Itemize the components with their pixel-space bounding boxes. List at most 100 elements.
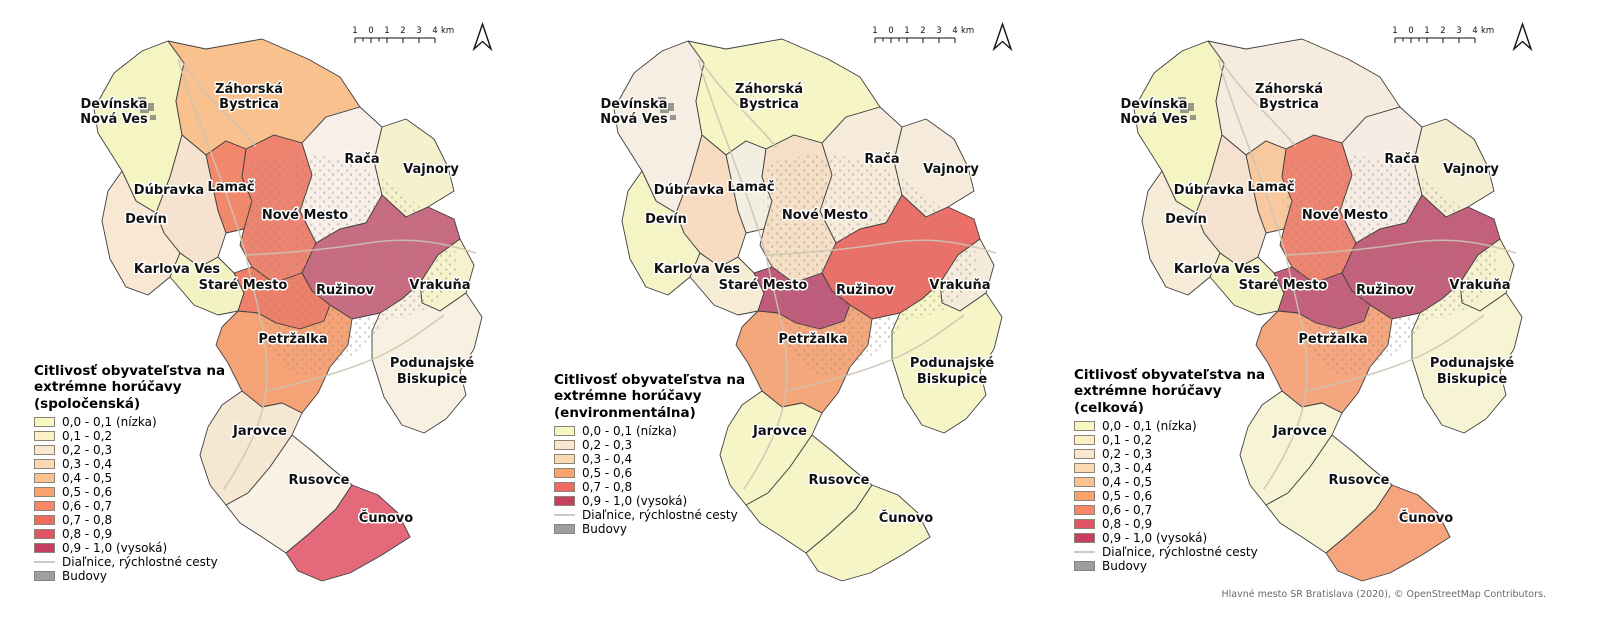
- svg-text:1: 1: [1424, 26, 1429, 36]
- legend-row: 0,0 - 0,1 (nízka): [34, 415, 258, 429]
- legend-swatch: [34, 473, 55, 484]
- district-label: Biskupice: [397, 372, 467, 387]
- legend-swatch: [34, 501, 55, 512]
- legend-entries: 0,0 - 0,1 (nízka) 0,2 - 0,3 0,3 - 0,4 0,…: [554, 424, 778, 508]
- district-label: Devínska: [601, 97, 668, 112]
- district-label: Dúbravka: [134, 183, 204, 198]
- legend-title: Citlivosť obyvateľstva na extrémne horúč…: [554, 372, 746, 421]
- legend-label: 0,3 - 0,4: [62, 457, 113, 472]
- legend-swatch: [34, 529, 55, 540]
- legend-swatch: [1074, 491, 1095, 502]
- legend-row: 0,3 - 0,4: [554, 452, 778, 466]
- legend-title: Citlivosť obyvateľstva na extrémne horúč…: [34, 363, 226, 412]
- legend-label: Budovy: [62, 569, 107, 584]
- legend-label: 0,3 - 0,4: [582, 452, 633, 467]
- district-label: Rusovce: [1329, 473, 1390, 488]
- legend-row: 0,3 - 0,4: [1074, 461, 1298, 475]
- district-label: Devínska: [1121, 97, 1188, 112]
- district-label: Lamač: [727, 180, 774, 195]
- svg-text:1: 1: [384, 26, 389, 36]
- legend-label: 0,4 - 0,5: [1102, 475, 1153, 490]
- legend-label: 0,2 - 0,3: [1102, 447, 1153, 462]
- svg-text:4: 4: [952, 26, 957, 36]
- legend-row: 0,1 - 0,2: [34, 429, 258, 443]
- scalebar: 1 0 1 2 3 4 km: [1392, 26, 1494, 44]
- legend-row: 0,7 - 0,8: [34, 513, 258, 527]
- map-panel-celkova: Devínska Nová Ves Záhorská Bystrica Rača…: [1070, 15, 1540, 610]
- legend-label: 0,1 - 0,2: [62, 429, 113, 444]
- district-label: Staré Mesto: [719, 278, 808, 293]
- legend-entries: 0,0 - 0,1 (nízka) 0,1 - 0,2 0,2 - 0,3 0,…: [1074, 419, 1298, 545]
- legend-label: Budovy: [1102, 559, 1147, 574]
- svg-text:4: 4: [432, 26, 437, 36]
- district-label: Jarovce: [232, 424, 287, 439]
- district-label: Vrakuňa: [929, 278, 990, 293]
- legend-swatch: [1074, 533, 1095, 544]
- legend-swatch: [34, 431, 55, 442]
- district-label: Rusovce: [809, 473, 870, 488]
- legend-row: 0,9 - 1,0 (vysoká): [1074, 531, 1298, 545]
- district-label: Záhorská: [215, 82, 283, 97]
- district-label: Jarovce: [752, 424, 807, 439]
- legend-row: 0,1 - 0,2: [1074, 433, 1298, 447]
- legend-label: Budovy: [582, 522, 627, 537]
- district-label: Podunajské: [910, 356, 995, 371]
- district-label: Podunajské: [390, 356, 475, 371]
- district-label: Vrakuňa: [409, 278, 470, 293]
- legend-row-roads: Diaľnice, rýchlostné cesty: [1074, 545, 1298, 559]
- district-label: Bystrica: [1259, 97, 1319, 112]
- legend-label: 0,8 - 0,9: [1102, 517, 1153, 532]
- legend-row: 0,6 - 0,7: [1074, 503, 1298, 517]
- map-panel-environmentalna: Devínska Nová Ves Záhorská Bystrica Rača…: [550, 15, 1020, 610]
- buildings-swatch: [1074, 561, 1095, 572]
- legend-swatch: [554, 496, 575, 507]
- legend-label: 0,3 - 0,4: [1102, 461, 1153, 476]
- district-label: Jarovce: [1272, 424, 1327, 439]
- svg-text:4: 4: [1472, 26, 1477, 36]
- legend-row: 0,2 - 0,3: [34, 443, 258, 457]
- legend-label: 0,5 - 0,6: [582, 466, 633, 481]
- north-arrow-icon: [1513, 23, 1532, 50]
- roads-line-swatch: [1074, 551, 1095, 554]
- legend-celkova: Citlivosť obyvateľstva na extrémne horúč…: [1074, 367, 1298, 573]
- legend-swatch: [1074, 435, 1095, 446]
- district-label: Biskupice: [917, 372, 987, 387]
- legend-label: 0,5 - 0,6: [1102, 489, 1153, 504]
- district-label: Staré Mesto: [199, 278, 288, 293]
- district-label: Lamač: [1247, 180, 1294, 195]
- svg-text:km: km: [1481, 26, 1494, 36]
- legend-label: 0,8 - 0,9: [62, 527, 113, 542]
- legend-swatch: [554, 454, 575, 465]
- legend-swatch: [1074, 505, 1095, 516]
- legend-row: 0,8 - 0,9: [1074, 517, 1298, 531]
- legend-label: 0,5 - 0,6: [62, 485, 113, 500]
- district-label: Devín: [1165, 212, 1207, 227]
- legend-swatch: [554, 440, 575, 451]
- legend-label: 0,7 - 0,8: [62, 513, 113, 528]
- district-label: Vrakuňa: [1449, 278, 1510, 293]
- district-label: Karlova Ves: [134, 262, 221, 277]
- attribution-text: Hlavné mesto SR Bratislava (2020), © Ope…: [1221, 589, 1546, 600]
- svg-text:1: 1: [352, 26, 357, 36]
- svg-text:km: km: [441, 26, 454, 36]
- district-label: Nové Mesto: [1302, 208, 1388, 223]
- district-labels: Devínska Nová Ves Záhorská Bystrica Rača…: [79, 81, 476, 528]
- map-environmentalna: Devínska Nová Ves Záhorská Bystrica Rača…: [599, 23, 1012, 582]
- legend-label: 0,0 - 0,1 (nízka): [1102, 419, 1197, 434]
- legend-label: 0,4 - 0,5: [62, 471, 113, 486]
- legend-label: 0,6 - 0,7: [62, 499, 113, 514]
- district-label: Nová Ves: [1120, 112, 1188, 127]
- district-label: Devín: [645, 212, 687, 227]
- district-label: Nové Mesto: [782, 208, 868, 223]
- map-celkova: Devínska Nová Ves Záhorská Bystrica Rača…: [1119, 23, 1532, 582]
- legend-label: 0,9 - 1,0 (vysoká): [1102, 531, 1208, 546]
- legend-row-roads: Diaľnice, rýchlostné cesty: [554, 508, 778, 522]
- district-label: Karlova Ves: [1174, 262, 1261, 277]
- district-label: Karlova Ves: [654, 262, 741, 277]
- district-label: Vajnory: [403, 162, 459, 177]
- svg-text:0: 0: [368, 26, 373, 36]
- district-label: Petržalka: [258, 332, 327, 347]
- district-label: Petržalka: [778, 332, 847, 347]
- legend-row-roads: Diaľnice, rýchlostné cesty: [34, 555, 258, 569]
